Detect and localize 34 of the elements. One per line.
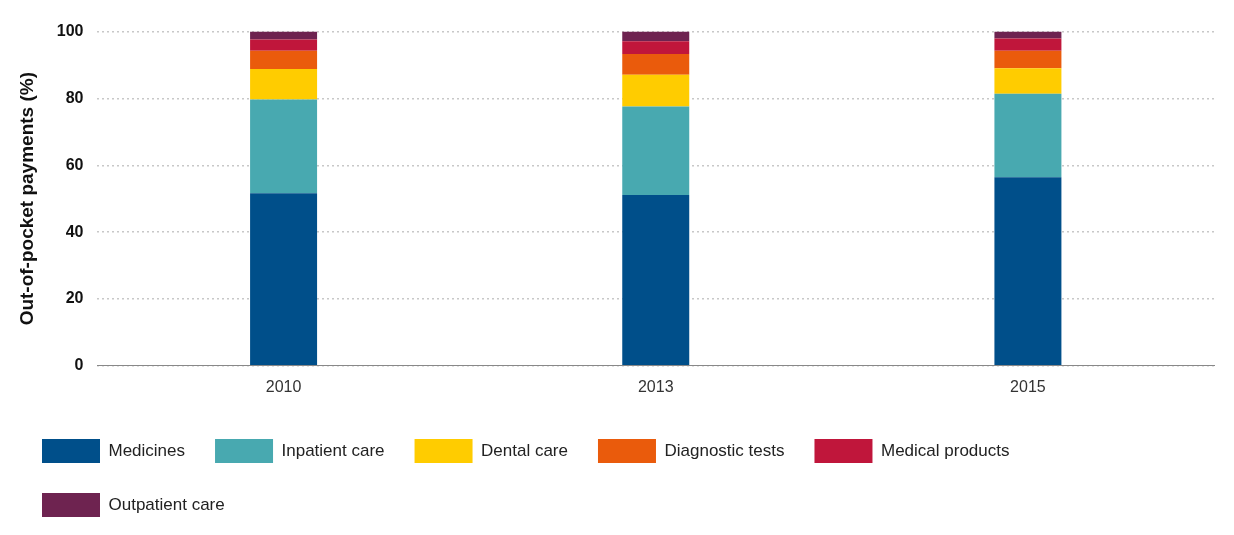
y-tick-label: 100 xyxy=(56,22,84,40)
y-tick-label: 60 xyxy=(65,155,84,173)
x-tick-label: 2013 xyxy=(637,377,674,395)
bar xyxy=(994,50,1062,69)
bar xyxy=(250,39,318,51)
y-tick-label: 80 xyxy=(65,88,84,106)
y-tick-label: 20 xyxy=(65,289,84,307)
bar xyxy=(622,41,690,54)
y-axis-title: Out-of-pocket payments (%) xyxy=(15,72,37,326)
x-tick-label: 2015 xyxy=(1010,377,1046,395)
bar xyxy=(994,68,1062,94)
bar xyxy=(622,31,690,42)
x-tick-label: 2010 xyxy=(265,377,302,395)
bar xyxy=(994,31,1062,39)
bar xyxy=(994,93,1062,178)
legend-label: Outpatient care xyxy=(108,494,225,514)
bar xyxy=(250,69,318,100)
bar xyxy=(622,74,690,107)
bar xyxy=(622,106,690,196)
bar xyxy=(622,53,690,75)
bar xyxy=(994,38,1062,51)
legend-label: Dental care xyxy=(481,440,568,460)
y-tick-label: 0 xyxy=(74,356,84,374)
bar xyxy=(250,50,318,70)
legend-label: Medicines xyxy=(108,440,186,460)
y-tick-label: 40 xyxy=(65,222,84,240)
bar xyxy=(250,99,318,194)
bar xyxy=(994,177,1062,366)
legend-label: Medical products xyxy=(880,440,1010,460)
bar xyxy=(250,31,318,40)
legend-label: Diagnostic tests xyxy=(664,440,785,460)
bar xyxy=(250,193,318,366)
legend-label: Inpatient care xyxy=(281,440,385,460)
bar xyxy=(622,195,690,366)
